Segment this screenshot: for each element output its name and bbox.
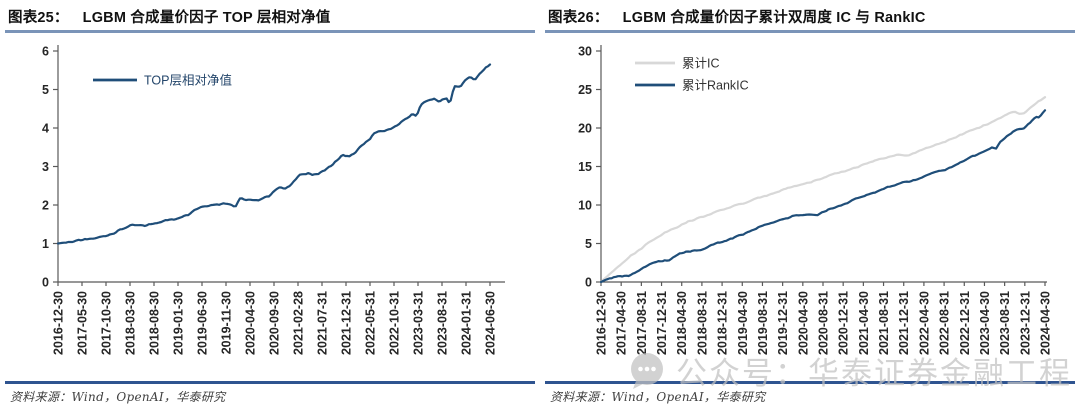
x-tick-label: 2017-12-31 [655, 291, 669, 355]
x-tick-label: 2019-11-30 [220, 291, 234, 354]
title-rule [5, 30, 535, 33]
x-tick-label: 2023-04-30 [978, 291, 992, 355]
series-line-1 [599, 109, 1047, 284]
x-tick-label: 2021-07-31 [316, 291, 330, 355]
figure-25-source: 资料来源：Wind，OpenAI，华泰研究 [10, 390, 226, 404]
x-tick-label: 2020-04-30 [796, 291, 810, 355]
y-tick-label: 3 [42, 160, 49, 174]
x-tick-label: 2020-12-31 [837, 291, 851, 355]
figure-26-title-text: LGBM 合成量价因子累计双周度 IC 与 RankIC [622, 10, 926, 26]
y-tick-label: 25 [578, 83, 592, 97]
x-tick-label: 2022-04-30 [917, 291, 931, 355]
x-tick-label: 2021-12-31 [340, 291, 354, 355]
x-tick-label: 2024-04-30 [1039, 291, 1053, 355]
x-tick-label: 2021-02-28 [292, 291, 306, 355]
x-tick-label: 2018-04-30 [675, 291, 689, 355]
figure-25-title: 图表25： LGBM 合成量价因子 TOP 层相对净值 [8, 6, 532, 27]
figure-26-source: 资料来源：Wind，OpenAI，华泰研究 [550, 390, 766, 404]
y-tick-label: 0 [42, 276, 49, 290]
y-tick-label: 5 [585, 237, 592, 251]
x-tick-label: 2021-12-31 [897, 291, 911, 355]
x-tick-label: 2019-04-30 [736, 291, 750, 355]
figure-25-label: 图表25： [8, 10, 69, 26]
x-tick-label: 2020-04-30 [244, 291, 258, 355]
x-tick-label: 2020-08-31 [817, 291, 831, 355]
cumulative-ic-rankic-line-chart: 0 5 10 15 20 25 30 2016-12-30 2017-04-30 2017-08-… [578, 45, 1053, 355]
top-layer-net-value-line-chart: 0 1 2 3 4 5 6 2016-12-30 2017-05-30 2017-10-30 201… [42, 45, 505, 355]
y-tick-label: 6 [42, 45, 49, 59]
y-tick-label: 20 [578, 122, 592, 136]
x-tick-label: 2017-04-30 [615, 291, 629, 355]
y-tick-label: 30 [578, 45, 592, 59]
legend-label: 累计RankIC [682, 79, 749, 93]
title-rule [545, 30, 1075, 33]
y-tick-label: 2 [42, 199, 49, 213]
series-line-0 [599, 96, 1047, 284]
x-tick-label: 2023-08-31 [998, 291, 1012, 355]
x-tick-label: 2016-12-30 [595, 291, 609, 355]
x-tick-label: 2019-06-30 [196, 291, 210, 355]
x-tick-label: 2022-08-31 [938, 291, 952, 355]
x-tick-label: 2017-08-31 [635, 291, 649, 355]
x-tick-label: 2022-05-31 [364, 291, 378, 355]
x-tick-label: 2023-03-31 [412, 291, 426, 355]
x-tick-label: 2019-12-31 [776, 291, 790, 355]
x-tick-label: 2023-12-31 [1018, 291, 1032, 355]
figure-25-panel: 图表25： LGBM 合成量价因子 TOP 层相对净值 0 1 2 3 4 5 6 2016-1… [5, 6, 535, 404]
series-line-0 [56, 63, 492, 245]
y-tick-label: 15 [578, 160, 592, 174]
x-tick-label: 2018-03-30 [124, 291, 138, 355]
x-tick-label: 2022-10-31 [388, 291, 402, 355]
x-tick-label: 2018-08-30 [148, 291, 162, 355]
x-tick-label: 2022-12-31 [958, 291, 972, 355]
x-tick-label: 2024-06-30 [484, 291, 498, 355]
y-tick-label: 10 [578, 199, 592, 213]
x-tick-label: 2018-12-31 [716, 291, 730, 355]
x-tick-label: 2017-05-30 [76, 291, 90, 355]
y-tick-label: 1 [42, 237, 49, 251]
x-tick-label: 2018-08-31 [695, 291, 709, 355]
y-tick-label: 0 [585, 276, 592, 290]
x-tick-label: 2021-08-31 [877, 291, 891, 355]
y-tick-label: 4 [42, 122, 49, 136]
figure-26-panel: 图表26： LGBM 合成量价因子累计双周度 IC 与 RankIC 0 5 10 15… [540, 0, 1080, 414]
figure-25-title-text: LGBM 合成量价因子 TOP 层相对净值 [82, 10, 331, 26]
figure-26-label: 图表26： [548, 10, 609, 26]
source-rule [5, 381, 535, 384]
x-tick-label: 2021-04-30 [857, 291, 871, 355]
x-tick-label: 2019-08-31 [756, 291, 770, 355]
y-tick-label: 5 [42, 83, 49, 97]
x-tick-label: 2023-08-31 [436, 291, 450, 355]
legend-label: TOP层相对净值 [144, 73, 232, 88]
x-tick-label: 2019-01-30 [172, 291, 186, 355]
x-tick-label: 2024-01-31 [460, 291, 474, 355]
x-tick-label: 2020-09-30 [268, 291, 282, 355]
source-rule [545, 381, 1075, 384]
x-tick-label: 2017-10-30 [100, 291, 114, 355]
legend-label: 累计IC [682, 57, 720, 71]
x-tick-label: 2016-12-30 [52, 291, 66, 355]
figure-26-title: 图表26： LGBM 合成量价因子累计双周度 IC 与 RankIC [548, 6, 1072, 27]
